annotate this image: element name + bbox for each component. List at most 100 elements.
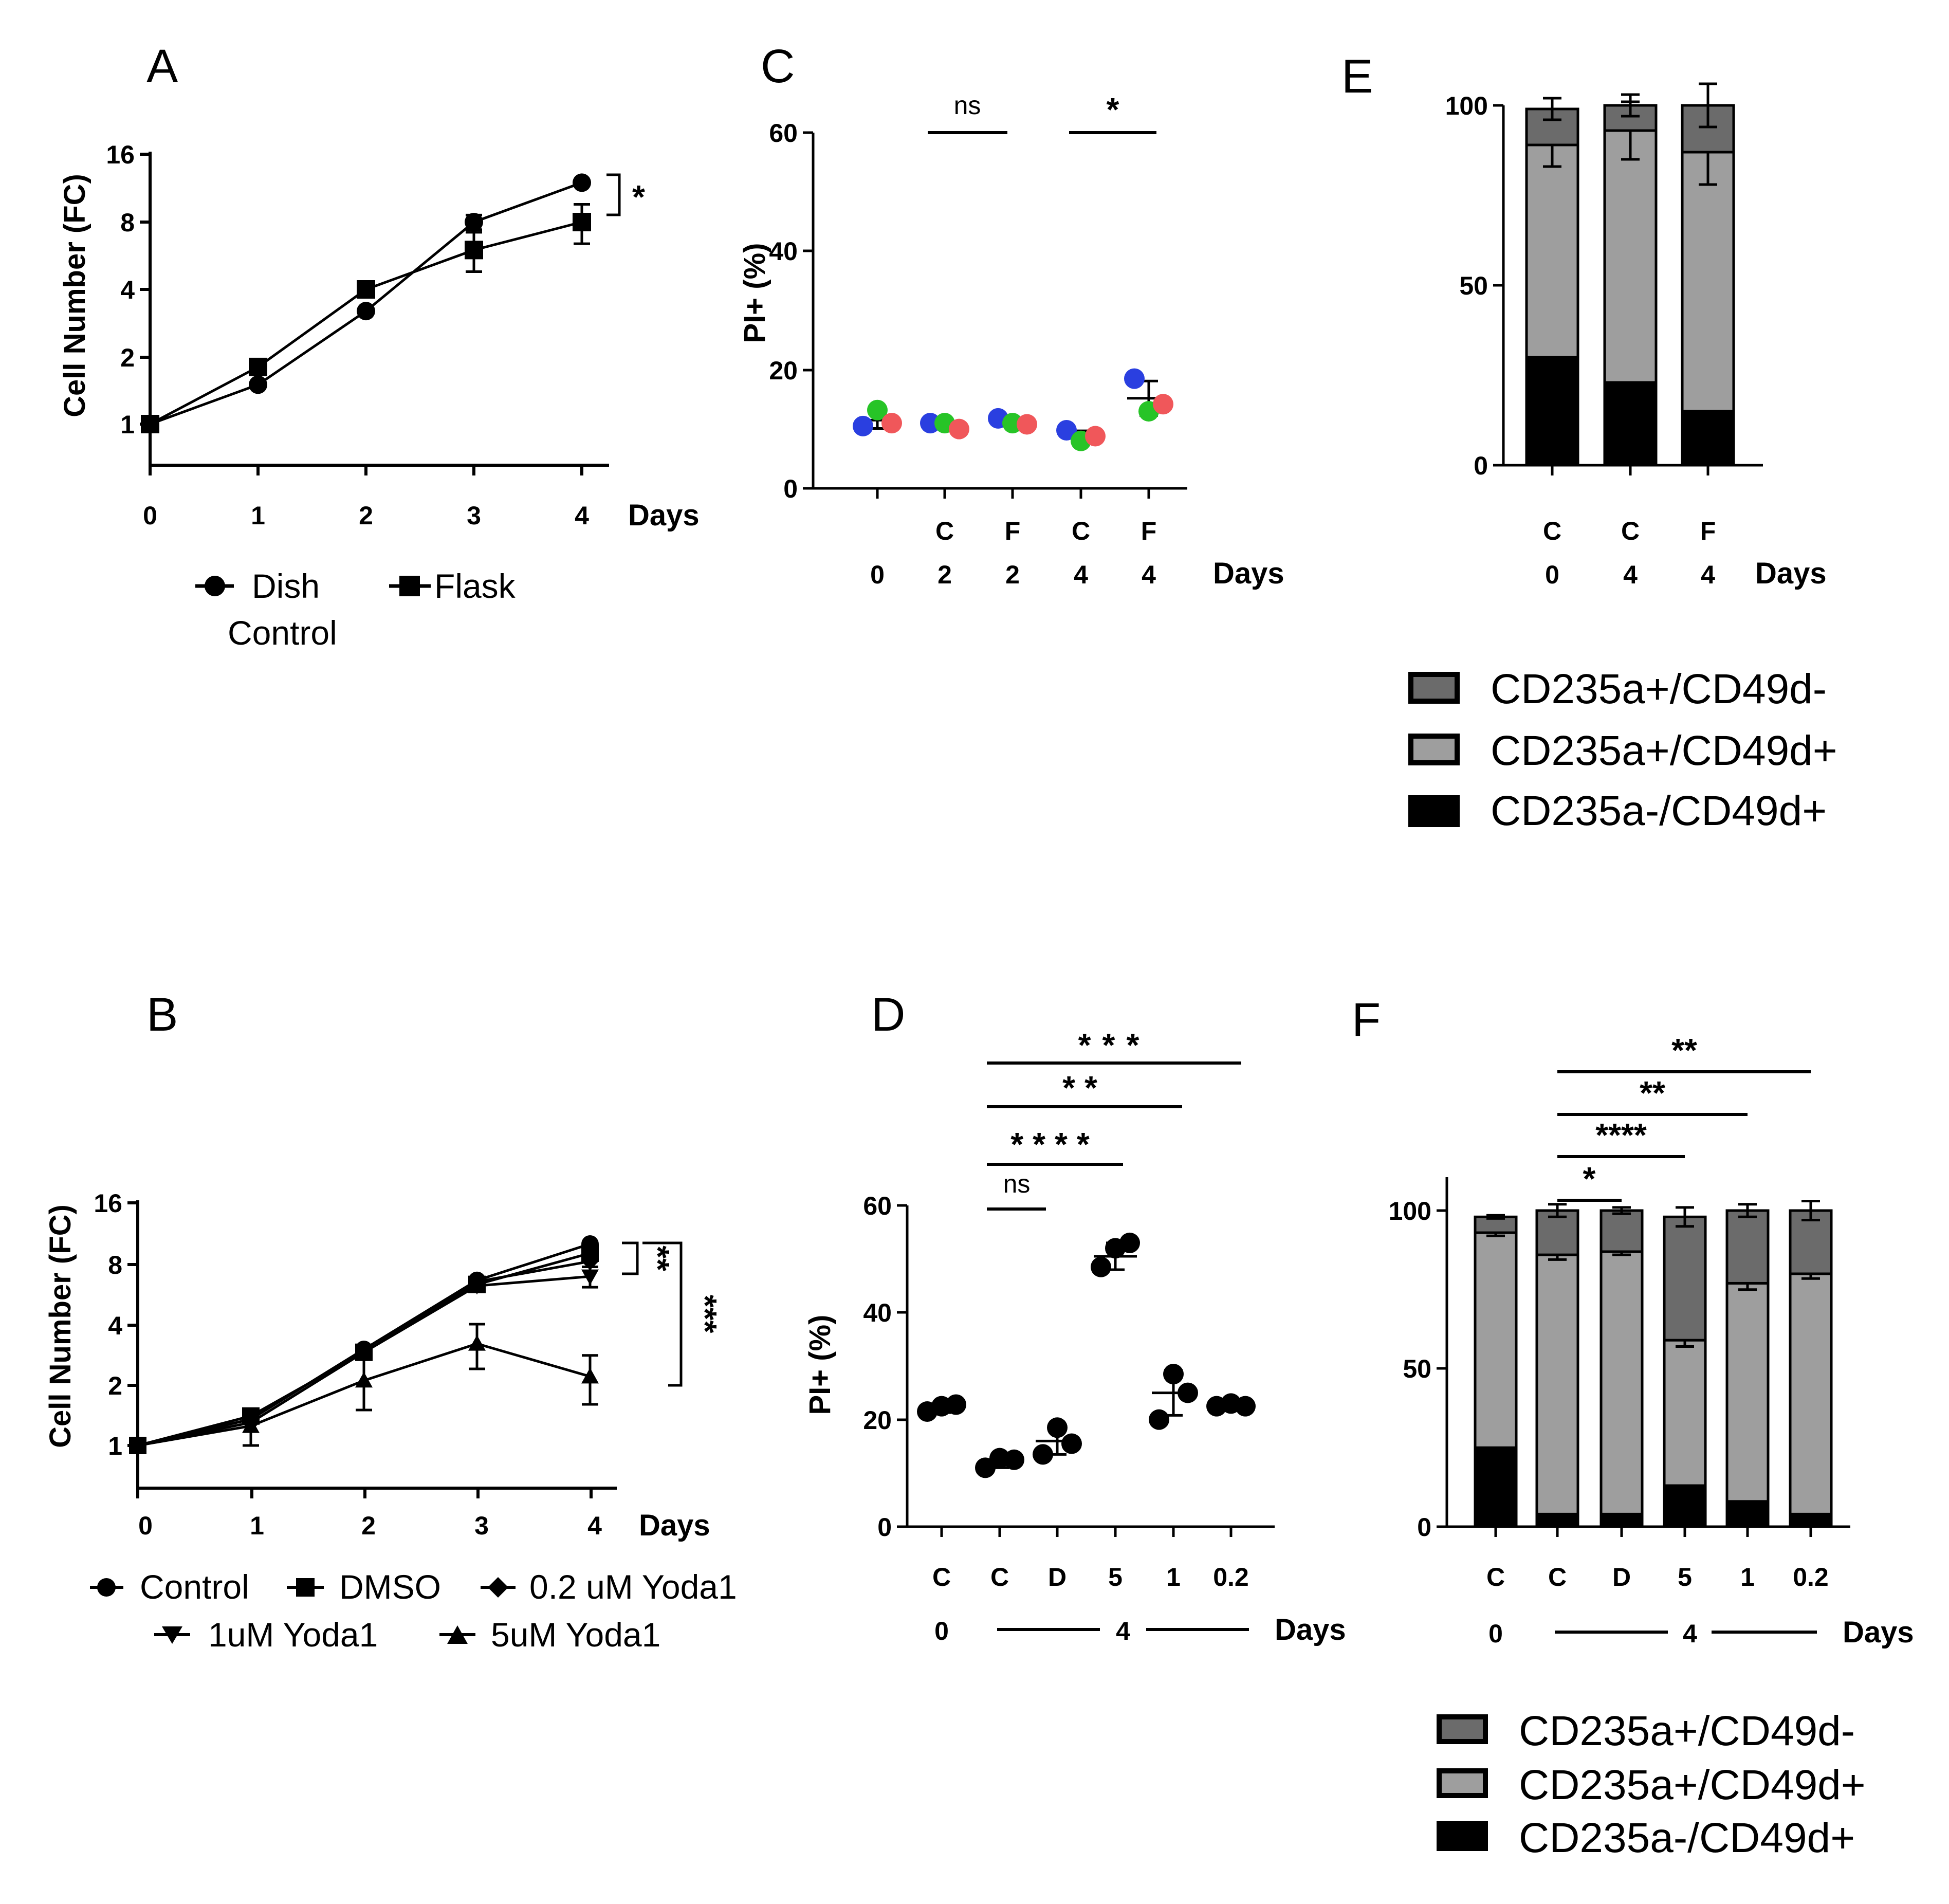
c-point-0-1 [867, 399, 888, 420]
e-xtick-top-1: C [1621, 517, 1640, 545]
d-xtick-top-3: 5 [1108, 1563, 1123, 1591]
b-legend-yoda02-key [481, 1577, 516, 1598]
c-xtick-top-4: F [1141, 517, 1157, 545]
b-xtick-3: 3 [474, 1511, 489, 1540]
a-ytick-2: 2 [120, 343, 135, 372]
e-xtick-top-0: C [1543, 517, 1561, 545]
a-xtick-2: 2 [359, 501, 373, 530]
b-significance: ** *** [622, 1241, 724, 1387]
panel-label-f: F [1352, 994, 1381, 1046]
panel-f: 100 50 0 C C D 5 1 0.2 0 4 Days * **** *… [1389, 1032, 1914, 1861]
a-legend-flask: Flask [434, 567, 516, 605]
e-errbar-2-0 [1543, 97, 1561, 121]
b-sig-bracket-small [622, 1241, 639, 1275]
e-xlabel: Days [1755, 557, 1827, 590]
a-xtick-0: 0 [143, 501, 157, 530]
f-significance: * **** ** ** [1557, 1032, 1811, 1202]
b-legend-dmso: DMSO [339, 1568, 441, 1606]
panel-a-axes [140, 152, 609, 475]
e-xtick-bot-1: 4 [1623, 560, 1638, 589]
b-series-marks [129, 1235, 599, 1454]
c-point-0-2 [881, 413, 902, 434]
c-xtick-top-1: C [935, 517, 954, 545]
f-ytick-50: 50 [1403, 1354, 1431, 1383]
b-ytick-16: 16 [94, 1189, 122, 1218]
panel-b: 16 8 4 2 1 0 1 2 3 4 Days Cell Number (F… [44, 1189, 737, 1654]
d-ytick-60: 60 [863, 1192, 892, 1220]
c-xlabel: Days [1213, 557, 1284, 590]
f-legend-blk: CD235a-/CD49d+ [1519, 1815, 1855, 1861]
a-sig-bracket [606, 173, 621, 216]
f-sig-2a: ** [1640, 1074, 1665, 1111]
d-point-4-0 [1149, 1409, 1169, 1430]
b-xtick-2: 2 [361, 1511, 376, 1540]
b-point-4-1 [242, 1417, 260, 1433]
f-sig-4: **** [1595, 1116, 1647, 1154]
f-bar-1-4 [1725, 1281, 1770, 1503]
a-legend-dish-key [195, 576, 234, 596]
b-point-3-4 [581, 1269, 599, 1286]
d-xlabel: Days [1275, 1613, 1346, 1646]
b-sig-label-small: ** [639, 1246, 676, 1271]
f-bars [1474, 1200, 1833, 1528]
e-ytick-100: 100 [1445, 91, 1488, 120]
e-legend-pos: CD235a+/CD49d+ [1491, 727, 1837, 774]
a-sig-label: * [632, 178, 645, 215]
d-ytick-0: 0 [877, 1513, 892, 1542]
a-legend-flask-key [389, 576, 431, 596]
a-point-1-2 [357, 280, 375, 299]
b-legend-yoda5-key [439, 1625, 475, 1644]
f-xlabel: Days [1843, 1616, 1914, 1649]
a-ylabel: Cell Number (FC) [58, 174, 91, 417]
panel-e: 100 50 0 C C F 0 4 4 Days CD235a+/CD49d-… [1408, 82, 1837, 834]
d-point-3-2 [1119, 1232, 1140, 1253]
d-xtick-top-1: C [990, 1563, 1009, 1591]
panel-label-a: A [146, 40, 178, 93]
d-sig-3: *** [1078, 1027, 1151, 1064]
f-xtick-top-3: 5 [1678, 1563, 1692, 1591]
panel-label-c: C [761, 40, 795, 93]
a-legend: Dish Control Flask [195, 567, 516, 652]
a-point-0-2 [357, 302, 375, 321]
a-point-0-3 [465, 213, 483, 231]
d-points [917, 1232, 1256, 1478]
panel-d: 60 40 20 0 PI+ (%) C C D 5 1 0.2 0 4 Day… [803, 1027, 1346, 1646]
e-legend-neg: CD235a+/CD49d- [1491, 666, 1827, 712]
e-xtick-bot-0: 0 [1545, 560, 1559, 589]
d-xtick-bot-0: 0 [934, 1617, 949, 1645]
f-ytick-0: 0 [1417, 1513, 1431, 1542]
d-xtick-top-0: C [932, 1563, 951, 1591]
d-point-1-0 [975, 1457, 996, 1478]
c-xtick-bot-3: 4 [1074, 560, 1088, 589]
f-legend-neg: CD235a+/CD49d- [1519, 1708, 1855, 1754]
c-xtick-top-3: C [1072, 517, 1090, 545]
f-xtick-top-5: 0.2 [1793, 1563, 1829, 1591]
a-xtick-1: 1 [251, 501, 265, 530]
a-xlabel: Days [628, 499, 700, 532]
d-xtick-bot-1: 4 [1116, 1617, 1130, 1645]
c-xtick-bot-1: 2 [937, 560, 952, 589]
b-legend-dmso-key [287, 1578, 324, 1597]
c-point-1-0 [920, 413, 941, 434]
c-ylabel: PI+ (%) [738, 243, 771, 343]
panel-label-d: D [871, 988, 905, 1041]
f-errbar-2-3 [1676, 1206, 1694, 1228]
e-errbar-2-2 [1699, 82, 1717, 129]
a-point-1-0 [141, 415, 159, 433]
b-point-4-4 [581, 1367, 599, 1384]
d-point-4-1 [1163, 1364, 1184, 1385]
a-ytick-16: 16 [106, 140, 135, 169]
f-errbar-2-2 [1612, 1206, 1631, 1215]
a-point-0-1 [249, 375, 267, 394]
b-legend-yoda02: 0.2 uM Yoda1 [529, 1568, 737, 1606]
d-point-4-2 [1178, 1382, 1198, 1403]
b-xtick-1: 1 [250, 1511, 264, 1540]
f-legend-pos: CD235a+/CD49d+ [1519, 1762, 1866, 1808]
b-xtick-0: 0 [138, 1511, 153, 1540]
e-bar-1-1 [1603, 129, 1658, 384]
e-bar-1-2 [1681, 151, 1735, 413]
f-xtick-bot-0: 0 [1488, 1619, 1503, 1648]
d-point-2-1 [1047, 1417, 1068, 1438]
f-bar-1-0 [1474, 1231, 1518, 1449]
c-point-3-2 [1085, 426, 1106, 447]
